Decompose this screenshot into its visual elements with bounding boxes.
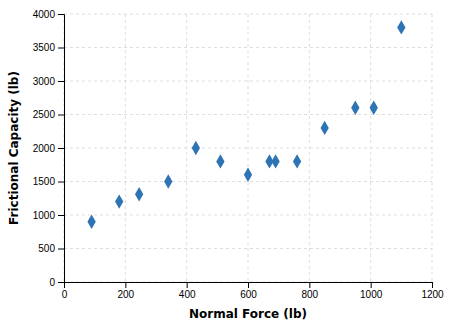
point (397, 20, 405, 34)
tick: 800 (301, 282, 318, 300)
point (192, 141, 200, 155)
axis-line (65, 283, 433, 289)
tick-label: 2500 (33, 109, 56, 120)
tick: 0 (49, 277, 64, 288)
tick-mark (58, 215, 64, 216)
tick-mark (309, 282, 310, 288)
tick-label: 0 (49, 277, 55, 288)
point (293, 154, 301, 168)
tick-mark (58, 148, 64, 149)
tick-label: 800 (301, 289, 318, 300)
tick: 3500 (33, 42, 64, 53)
grid-line (64, 148, 432, 149)
tick: 3000 (33, 76, 64, 87)
tick: 1200 (421, 282, 444, 300)
grid-line (248, 14, 249, 282)
axis-line (58, 15, 65, 283)
point (87, 214, 95, 228)
tick-mark (187, 282, 188, 288)
tick-mark (248, 282, 249, 288)
tick-label: 1000 (360, 289, 383, 300)
point (370, 101, 378, 115)
x-axis: 0 200 400 600 800 1000 1200 (62, 282, 444, 300)
point (271, 154, 279, 168)
tick-label: 500 (38, 243, 55, 254)
tick: 500 (38, 243, 64, 254)
tick-mark (432, 282, 433, 288)
plot: 0 200 400 600 800 1000 1200 0 500 1000 1500 2000 250… (33, 9, 444, 300)
point (351, 101, 359, 115)
tick: 2000 (33, 143, 64, 154)
x-axis-title: Normal Force (lb) (189, 307, 307, 321)
tick-label: 400 (179, 289, 196, 300)
point (115, 194, 123, 208)
grid-line (309, 14, 310, 282)
tick-mark (58, 81, 64, 82)
chart: 0 200 400 600 800 1000 1200 0 500 1000 1500 2000 250… (0, 0, 450, 328)
point (164, 174, 172, 188)
grid-line (64, 81, 432, 82)
grid-line (64, 14, 432, 15)
tick-label: 4000 (33, 9, 56, 20)
y-axis-title: Frictional Capacity (lb) (7, 71, 21, 225)
point (321, 121, 329, 135)
tick: 1000 (33, 210, 64, 221)
tick-label: 1000 (33, 210, 56, 221)
point (216, 154, 224, 168)
tick-mark (58, 249, 64, 250)
tick-mark (371, 282, 372, 288)
tick-mark (58, 48, 64, 49)
tick-mark (125, 282, 126, 288)
tick-label: 1200 (421, 289, 444, 300)
tick: 600 (240, 282, 257, 300)
tick-mark (58, 115, 64, 116)
tick-mark (58, 282, 64, 283)
tick: 4000 (33, 9, 64, 20)
tick-label: 600 (240, 289, 257, 300)
grid-line (64, 47, 432, 48)
tick-label: 3000 (33, 76, 56, 87)
grid-line (64, 114, 432, 115)
tick-label: 3500 (33, 42, 56, 53)
tick-mark (58, 14, 64, 15)
tick: 200 (117, 282, 134, 300)
tick: 400 (179, 282, 196, 300)
tick: 1500 (33, 176, 64, 187)
tick: 0 (62, 282, 68, 300)
grid-line (64, 215, 432, 216)
points (87, 20, 405, 229)
tick: 1000 (360, 282, 383, 300)
y-axis: 0 500 1000 1500 2000 2500 3000 3500 4000 (33, 9, 65, 288)
grid-line (64, 248, 432, 249)
tick-label: 1500 (33, 176, 56, 187)
tick-mark (58, 182, 64, 183)
tick-label: 0 (62, 289, 68, 300)
point (135, 187, 143, 201)
tick-label: 200 (117, 289, 134, 300)
tick-label: 2000 (33, 143, 56, 154)
point (244, 168, 252, 182)
grid (64, 14, 432, 282)
tick: 2500 (33, 109, 64, 120)
